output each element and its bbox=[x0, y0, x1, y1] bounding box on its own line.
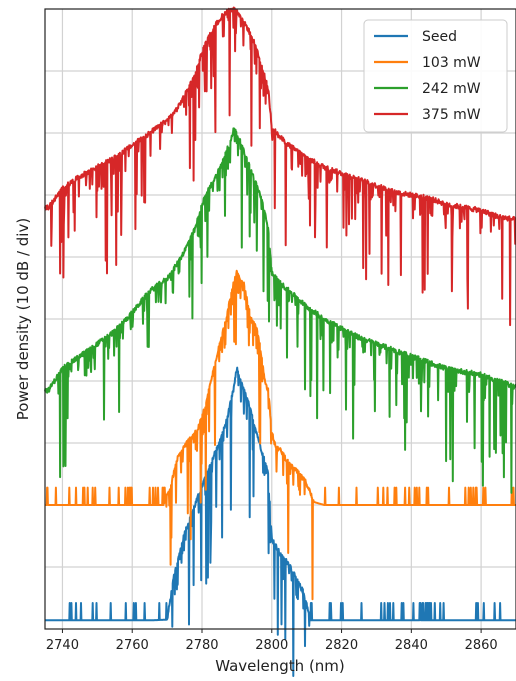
x-axis-label: Wavelength (nm) bbox=[215, 657, 345, 675]
legend-label-2: 242 mW bbox=[422, 81, 481, 97]
x-tick-label-3: 2800 bbox=[255, 638, 288, 653]
x-tick-label-5: 2840 bbox=[395, 638, 428, 653]
x-tick-label-1: 2760 bbox=[116, 638, 149, 653]
x-tick-label-6: 2860 bbox=[465, 638, 498, 653]
grid bbox=[45, 9, 516, 629]
series-line-1 bbox=[44, 269, 516, 601]
legend-box bbox=[363, 19, 508, 133]
x-tick-label-2: 2780 bbox=[185, 638, 218, 653]
x-tick-labels: 2740 2760 2780 2800 2820 2840 2860 bbox=[46, 629, 498, 653]
legend: Seed 103 mW 242 mW 375 mW bbox=[363, 19, 508, 133]
plot-frame bbox=[44, 8, 516, 630]
legend-label-3: 375 mW bbox=[422, 107, 481, 123]
legend-label-1: 103 mW bbox=[422, 55, 481, 71]
series-line-0 bbox=[44, 366, 516, 677]
series-layer bbox=[44, 6, 516, 677]
x-tick-label-4: 2820 bbox=[325, 638, 358, 653]
series-line-2 bbox=[44, 127, 516, 494]
series-line-3 bbox=[44, 6, 516, 327]
legend-label-0: Seed bbox=[422, 29, 457, 45]
x-tick-label-0: 2740 bbox=[46, 638, 79, 653]
y-axis-label: Power density (10 dB / div) bbox=[14, 218, 32, 420]
